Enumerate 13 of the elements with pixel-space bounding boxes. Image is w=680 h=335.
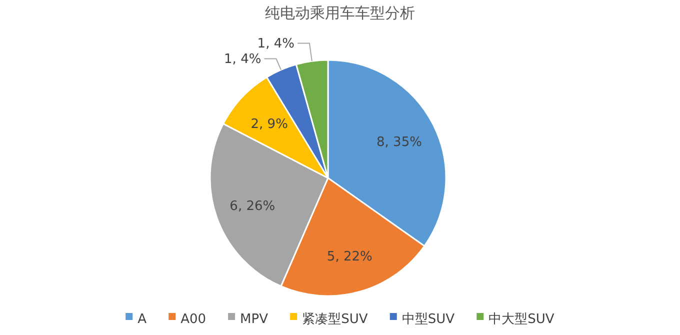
data-label: 1, 4% [257, 36, 294, 52]
data-label: 6, 26% [230, 198, 276, 214]
data-label: 2, 9% [250, 117, 288, 132]
legend-label: 中型SUV [402, 312, 455, 327]
data-label: 1, 4% [224, 52, 262, 67]
legend-label: MPV [240, 312, 268, 327]
data-label: 5, 22% [326, 249, 372, 264]
legend-label: 中大型SUV [488, 312, 554, 327]
legend-label: 紧凑型SUV [302, 312, 368, 327]
legend-label: A00 [180, 312, 206, 327]
legend-label: A [138, 312, 147, 327]
data-label: 8, 35% [376, 135, 422, 150]
chart-title: 纯电动乘用车车型分析 [265, 4, 415, 22]
